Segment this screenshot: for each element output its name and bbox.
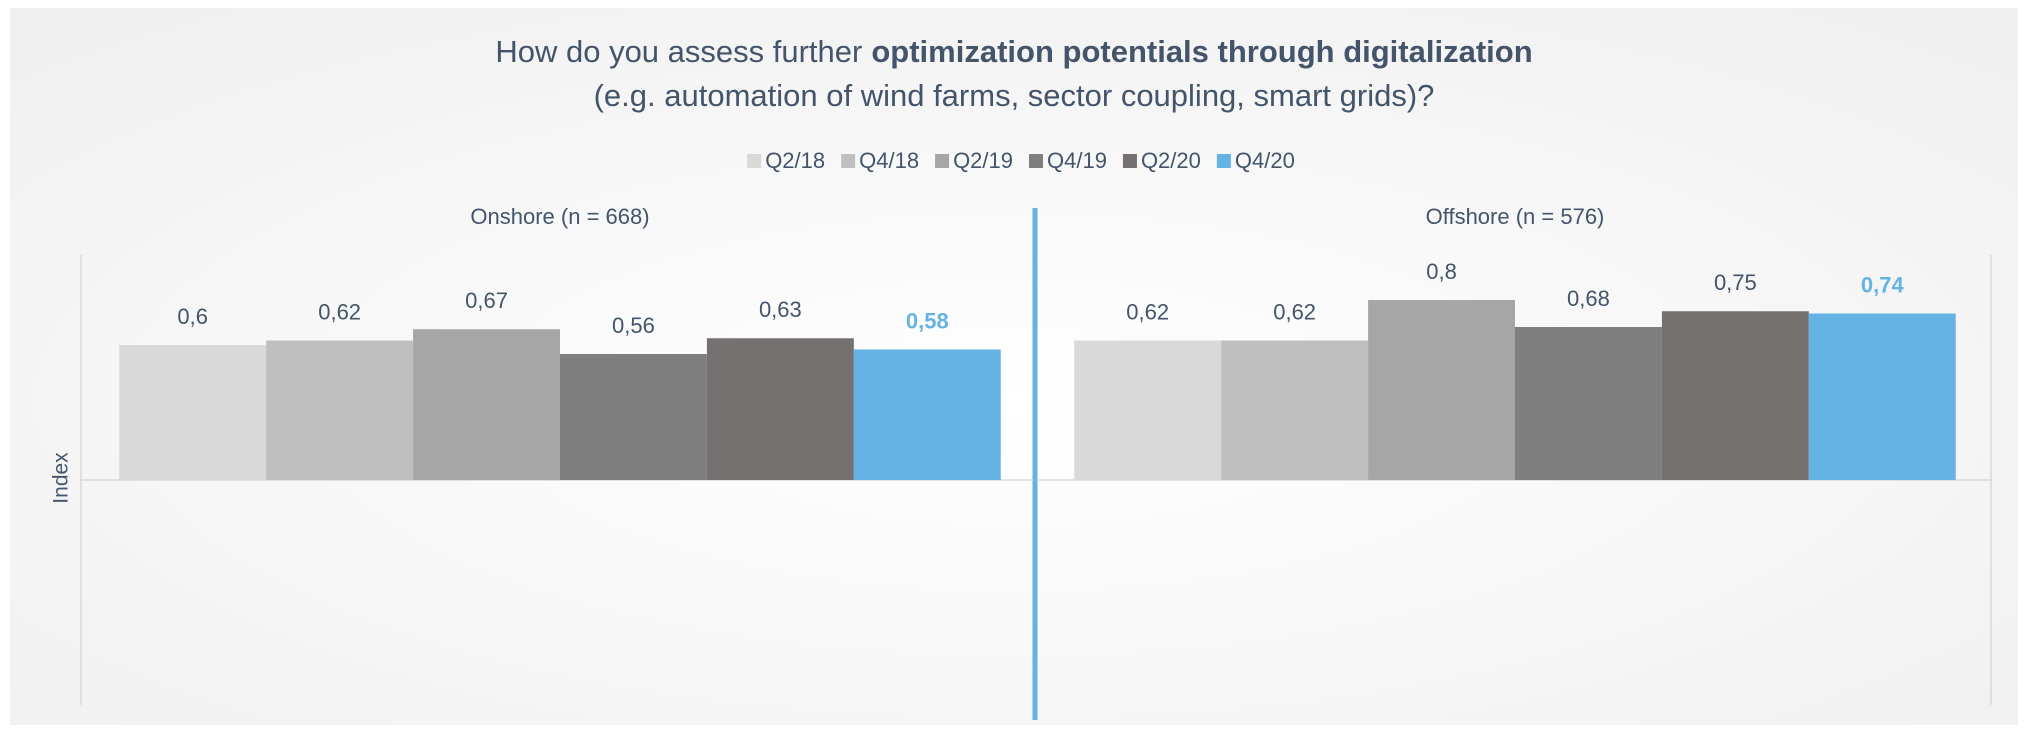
- data-label: 0,75: [1714, 270, 1757, 295]
- legend-label: Q2/20: [1141, 148, 1201, 173]
- chart-subtitle: (e.g. automation of wind farms, sector c…: [594, 78, 1435, 113]
- title-bold-part: optimization potentials through digitali…: [871, 34, 1532, 69]
- bar: [706, 338, 854, 480]
- legend-label: Q2/19: [953, 148, 1013, 173]
- legend-swatch: [1216, 154, 1231, 168]
- data-label: 0,6: [177, 304, 208, 329]
- bar: [1808, 313, 1956, 480]
- data-label: 0,62: [318, 299, 361, 324]
- data-label: 0,62: [1273, 299, 1316, 324]
- category-label: Onshore (n = 668): [470, 204, 649, 229]
- data-label: 0,68: [1567, 286, 1610, 311]
- legend-swatch: [935, 154, 950, 168]
- legend-swatch: [747, 154, 762, 168]
- legend-label: Q4/19: [1047, 148, 1107, 173]
- data-label: 0,8: [1426, 259, 1457, 284]
- data-label: 0,58: [906, 308, 949, 333]
- legend: Q2/18 Q4/18 Q2/19 Q4/19 Q2/20 Q4/20: [747, 148, 1295, 173]
- legend-label: Q4/20: [1235, 148, 1295, 173]
- y-axis-label: Index: [50, 452, 73, 504]
- legend-swatch: [1029, 154, 1043, 168]
- data-label: 0,74: [1861, 272, 1905, 297]
- chart-title: How do you assess further optimization po…: [495, 34, 1532, 69]
- legend-label: Q4/18: [859, 148, 919, 173]
- data-label: 0,67: [465, 288, 508, 313]
- bar: [1515, 327, 1662, 480]
- bar: [1074, 340, 1222, 480]
- legend-swatch: [841, 154, 856, 168]
- legend-swatch: [1122, 154, 1137, 168]
- bar: [1221, 340, 1369, 480]
- legend-label: Q2/18: [765, 148, 825, 173]
- bar: [560, 354, 707, 480]
- bar: [1368, 300, 1515, 480]
- bar: [1661, 311, 1809, 480]
- bar: [413, 329, 560, 480]
- data-label: 0,56: [612, 313, 655, 338]
- title-part: How do you assess further: [495, 34, 862, 69]
- data-label: 0,63: [759, 297, 802, 322]
- data-label: 0,62: [1126, 299, 1169, 324]
- category-label: Offshore (n = 576): [1426, 204, 1605, 229]
- bar: [853, 349, 1001, 480]
- bar: [266, 340, 414, 480]
- bar: [119, 345, 267, 480]
